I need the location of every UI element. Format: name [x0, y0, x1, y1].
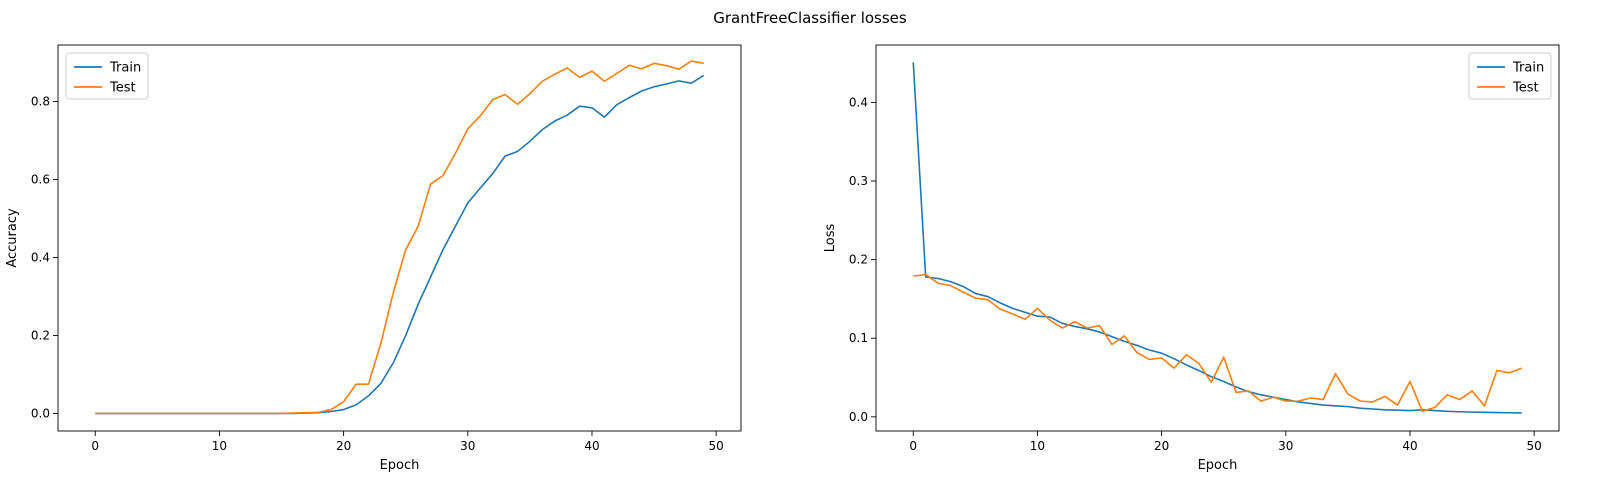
x-tick-label: 40: [1402, 439, 1417, 453]
legend-label: Test: [109, 81, 136, 96]
x-tick-label: 0: [909, 439, 917, 453]
y-axis-label: Loss: [823, 224, 838, 253]
y-axis-label: Accuracy: [5, 208, 20, 268]
y-tick-label: 0.0: [849, 410, 868, 424]
y-tick-label: 0.6: [31, 173, 50, 187]
x-tick-label: 10: [1030, 439, 1045, 453]
y-tick-label: 0.3: [849, 174, 868, 188]
x-tick-label: 50: [709, 439, 724, 453]
axes-frame: [57, 44, 742, 432]
legend-label: Test: [1512, 81, 1539, 96]
series-line-test: [95, 60, 704, 415]
y-tick-label: 0.1: [849, 331, 868, 345]
y-tick-label: 0.2: [849, 253, 868, 267]
series-line-test: [913, 273, 1523, 413]
x-tick-label: 40: [584, 439, 599, 453]
legend: Train Test: [1468, 52, 1552, 100]
legend-label: Train: [109, 61, 141, 76]
x-tick-label: 0: [91, 439, 99, 453]
x-tick-label: 30: [1278, 439, 1293, 453]
series-line-train: [912, 62, 1522, 414]
x-axis-label: Epoch: [380, 458, 420, 473]
x-tick-label: 20: [336, 439, 351, 453]
x-tick-label: 50: [1527, 439, 1542, 453]
x-tick-label: 20: [1154, 439, 1169, 453]
y-tick-label: 0.0: [31, 406, 50, 420]
x-axis-label: Epoch: [1198, 458, 1238, 473]
y-tick-label: 0.8: [31, 95, 50, 109]
y-tick-label: 0.4: [31, 250, 50, 264]
axes-frame: [875, 44, 1560, 432]
legend: Train Test: [65, 52, 149, 100]
legend-label: Train: [1512, 61, 1544, 76]
loss-plot: 0 10 20 30 40 50 0.0 0.1 0.2 0.3 0.4 Epoch Loss Train…: [823, 44, 1560, 473]
x-tick-label: 30: [460, 439, 475, 453]
accuracy-plot: 0 10 20 30 40 50 0.0 0.2 0.4 0.6 0.8 Epoch Accuracy T…: [5, 44, 742, 473]
x-tick-label: 10: [212, 439, 227, 453]
y-tick-label: 0.2: [31, 328, 50, 342]
figure-title: GrantFreeClassifier losses: [713, 9, 907, 27]
y-tick-label: 0.4: [849, 95, 868, 109]
